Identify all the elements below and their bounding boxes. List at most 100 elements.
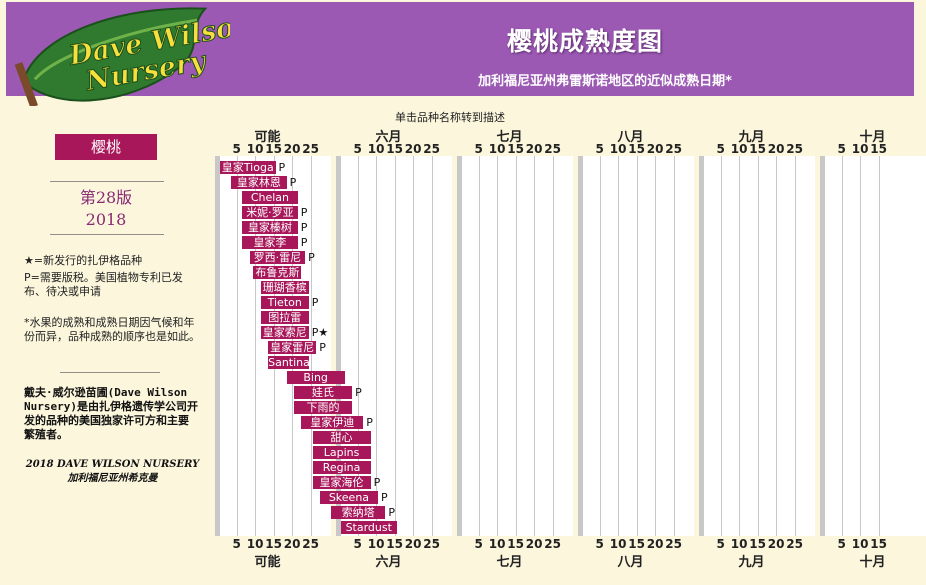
edition-label: 第28版 2018 [55, 187, 157, 231]
click-hint: 单击品种名称转到描述 [395, 111, 505, 124]
variety-bar[interactable]: 皇家林恩 [231, 176, 287, 189]
tick-label: 15 [749, 142, 766, 156]
variety-bar[interactable]: 皇家Tioga [220, 161, 276, 174]
gridline [255, 156, 257, 536]
royalty-flag: P [381, 491, 388, 504]
royalty-flag: P [300, 221, 308, 234]
variety-bar[interactable]: Chelan [242, 191, 298, 204]
tick-row-top: 5 10 15 20 25 [691, 142, 812, 156]
variety-bar[interactable]: 甜心 [312, 431, 371, 444]
tick-label: 15 [507, 142, 524, 156]
tick-row-bottom: 5 10 15 20 25 [691, 537, 812, 551]
tick-label: 10 [851, 537, 869, 551]
tick-label: 20 [404, 537, 422, 551]
tick-label: 20 [283, 537, 301, 551]
tick-row-top: 5 10 15 20 25 [328, 142, 449, 156]
gridline [394, 156, 396, 536]
gridline [655, 156, 657, 536]
gridline [236, 156, 238, 536]
variety-bar[interactable]: 皇家雷尼 [268, 341, 317, 354]
royalty-flag: P [300, 236, 308, 249]
tick-label: 15 [265, 142, 282, 156]
royalty-flag: P [366, 416, 373, 429]
tick-label: 20 [767, 537, 785, 551]
month-label-top: 可能 [254, 130, 281, 145]
gridline [515, 156, 517, 536]
month-separator [578, 156, 583, 536]
royalty-flag: P [278, 161, 286, 174]
month-separator [699, 156, 704, 536]
header: Dave Wilson Nursery 樱桃成熟度图 加利福尼亚州弗雷斯诺地区的… [0, 0, 926, 106]
dave-wilson-nursery-logo[interactable]: Dave Wilson Nursery [12, 4, 230, 106]
royalty-flag: P [311, 296, 319, 309]
tick-label: 5 [232, 537, 241, 551]
tick-label: 15 [749, 537, 766, 551]
tick-label: 15 [507, 537, 524, 551]
gridline [794, 156, 796, 536]
royalty-flag: P [355, 386, 362, 399]
tick-label: 25 [423, 142, 440, 156]
tick-label: 25 [423, 537, 440, 551]
copyright-location: 加利福尼亚州希克曼 [67, 473, 158, 484]
tick-label: 5 [837, 537, 846, 551]
gridline [720, 156, 722, 536]
tick-label: 25 [544, 537, 561, 551]
royalty-flag: P [289, 176, 297, 189]
page-title: 樱桃成熟度图 [506, 27, 663, 56]
tick-row-top: 5 10 15 20 25 [449, 142, 570, 156]
month-label-bottom: 七月 [496, 555, 523, 570]
variety-bar[interactable]: Tieton [260, 296, 309, 309]
gridline [357, 156, 359, 536]
tick-label: 10 [851, 142, 869, 156]
variety-bar[interactable]: 皇家李 [242, 236, 298, 249]
variety-bar[interactable]: 娃氏 [294, 386, 353, 399]
gridline [841, 156, 843, 536]
tick-label: 20 [404, 142, 422, 156]
tick-label: 15 [265, 537, 282, 551]
variety-bar[interactable]: Skeena [319, 491, 378, 504]
royalty-flag: P [308, 251, 315, 264]
tick-row-top: 5 10 15 20 25 [570, 142, 691, 156]
variety-bar[interactable]: Regina [312, 461, 371, 474]
gridline [636, 156, 638, 536]
variety-bar[interactable]: 皇家伊迪 [301, 416, 364, 429]
month-plot-area [825, 156, 926, 536]
royalty-flag: P [373, 476, 381, 489]
tick-label: 10 [488, 142, 506, 156]
tick-label: 20 [646, 537, 664, 551]
royalty-flag: P [319, 341, 326, 354]
month-separator [336, 156, 341, 536]
tick-label: 25 [302, 537, 319, 551]
tick-row-top: 5 10 15 [812, 142, 926, 156]
gridline [599, 156, 601, 536]
sidebar-tab-cherries[interactable]: 樱桃 [55, 134, 157, 160]
tick-row-bottom: 5 10 15 20 25 [328, 537, 449, 551]
tick-label: 25 [665, 537, 682, 551]
variety-bar[interactable]: 下雨的 [294, 401, 353, 414]
variety-bar[interactable]: 布鲁克斯 [253, 266, 302, 279]
gridline [552, 156, 554, 536]
variety-bar[interactable]: 皇家海伦 [312, 476, 371, 489]
variety-bar[interactable]: Bing [286, 371, 345, 384]
variety-bar[interactable]: 皇家榛树 [242, 221, 298, 234]
variety-bar[interactable]: 珊瑚香槟 [260, 281, 309, 294]
gridline [376, 156, 378, 536]
tick-label: 15 [386, 142, 403, 156]
variety-bar[interactable]: 图拉雷 [260, 311, 309, 324]
tick-label: 15 [386, 537, 403, 551]
month-plot-area [704, 156, 815, 536]
variety-bar[interactable]: 皇家索尼 [260, 326, 309, 339]
tick-label: 5 [474, 537, 483, 551]
gridline [673, 156, 675, 536]
tick-label: 5 [474, 142, 483, 156]
variety-bar[interactable]: Stardust [341, 521, 397, 534]
tick-label: 20 [283, 142, 301, 156]
variety-bar[interactable]: 米妮·罗亚 [242, 206, 298, 219]
variety-bar[interactable]: 索纳塔 [331, 506, 386, 519]
month-column: 七月 七月 5 10 15 20 25 5 10 15 20 25 [449, 126, 573, 576]
variety-bar[interactable]: Santina [268, 356, 309, 369]
variety-bar[interactable]: 罗西·雷尼 [249, 251, 306, 264]
variety-bar[interactable]: Lapins [312, 446, 371, 459]
month-label-top: 九月 [738, 130, 765, 145]
tick-label: 5 [595, 537, 604, 551]
